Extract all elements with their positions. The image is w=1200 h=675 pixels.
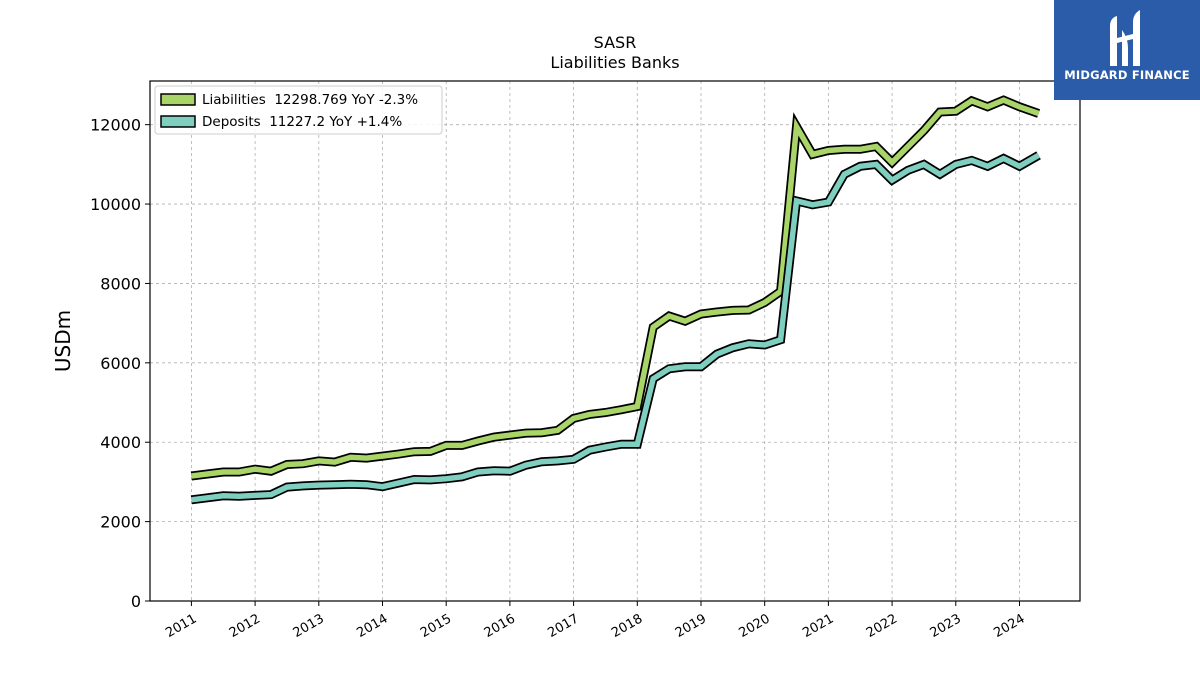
plot-frame — [149, 80, 1081, 602]
legend-box — [154, 85, 443, 135]
x-tick-label: 2018 — [609, 611, 645, 641]
series-line-deposits — [191, 152, 1040, 503]
x-tick-label: 2021 — [800, 611, 836, 641]
chart-subtitle: Liabilities Banks — [550, 53, 679, 72]
y-axis-label: USDm — [51, 310, 75, 372]
y-tick-label: 4000 — [100, 433, 141, 452]
x-tick-label: 2017 — [545, 611, 581, 641]
y-tick-label: 12000 — [90, 116, 141, 135]
x-tick-label: 2019 — [673, 611, 709, 641]
y-axis-ticks: 0 2000 4000 6000 8000 10000 12000 — [90, 116, 150, 611]
chart-title: SASR — [594, 33, 637, 52]
legend-swatch-deposits — [160, 115, 196, 128]
legend: Liabilities 12298.769 YoY -2.3% Deposits… — [154, 85, 443, 135]
x-tick-label: 2015 — [418, 611, 454, 641]
x-tick-label: 2022 — [864, 611, 900, 641]
series-lines — [190, 95, 1041, 505]
x-tick-label: 2013 — [291, 611, 327, 641]
legend-swatch-liabilities — [160, 93, 196, 106]
x-tick-label: 2024 — [991, 611, 1027, 641]
x-tick-label: 2016 — [482, 611, 518, 641]
y-tick-label: 0 — [131, 592, 141, 611]
y-tick-label: 2000 — [100, 513, 141, 532]
x-tick-label: 2014 — [354, 611, 390, 641]
logo-mark-icon — [1110, 10, 1140, 66]
x-tick-label: 2011 — [163, 611, 199, 641]
y-tick-label: 6000 — [100, 354, 141, 373]
x-tick-label: 2023 — [928, 611, 964, 641]
grid-lines — [150, 81, 1080, 602]
x-axis-ticks: 2011 2012 2013 2014 2015 2016 2017 2018 2019 2020… — [163, 601, 1027, 641]
x-tick-label: 2020 — [737, 611, 773, 641]
legend-label-liabilities: Liabilities 12298.769 YoY -2.3% — [202, 92, 418, 108]
company-logo: MIDGARD FINANCE — [1054, 0, 1200, 100]
y-tick-label: 10000 — [90, 195, 141, 214]
logo-text: MIDGARD FINANCE — [1064, 68, 1190, 82]
legend-label-deposits: Deposits 11227.2 YoY +1.4% — [202, 114, 402, 130]
y-tick-label: 8000 — [100, 274, 141, 293]
series-line-liabilities — [191, 97, 1040, 479]
x-tick-label: 2012 — [227, 611, 263, 641]
